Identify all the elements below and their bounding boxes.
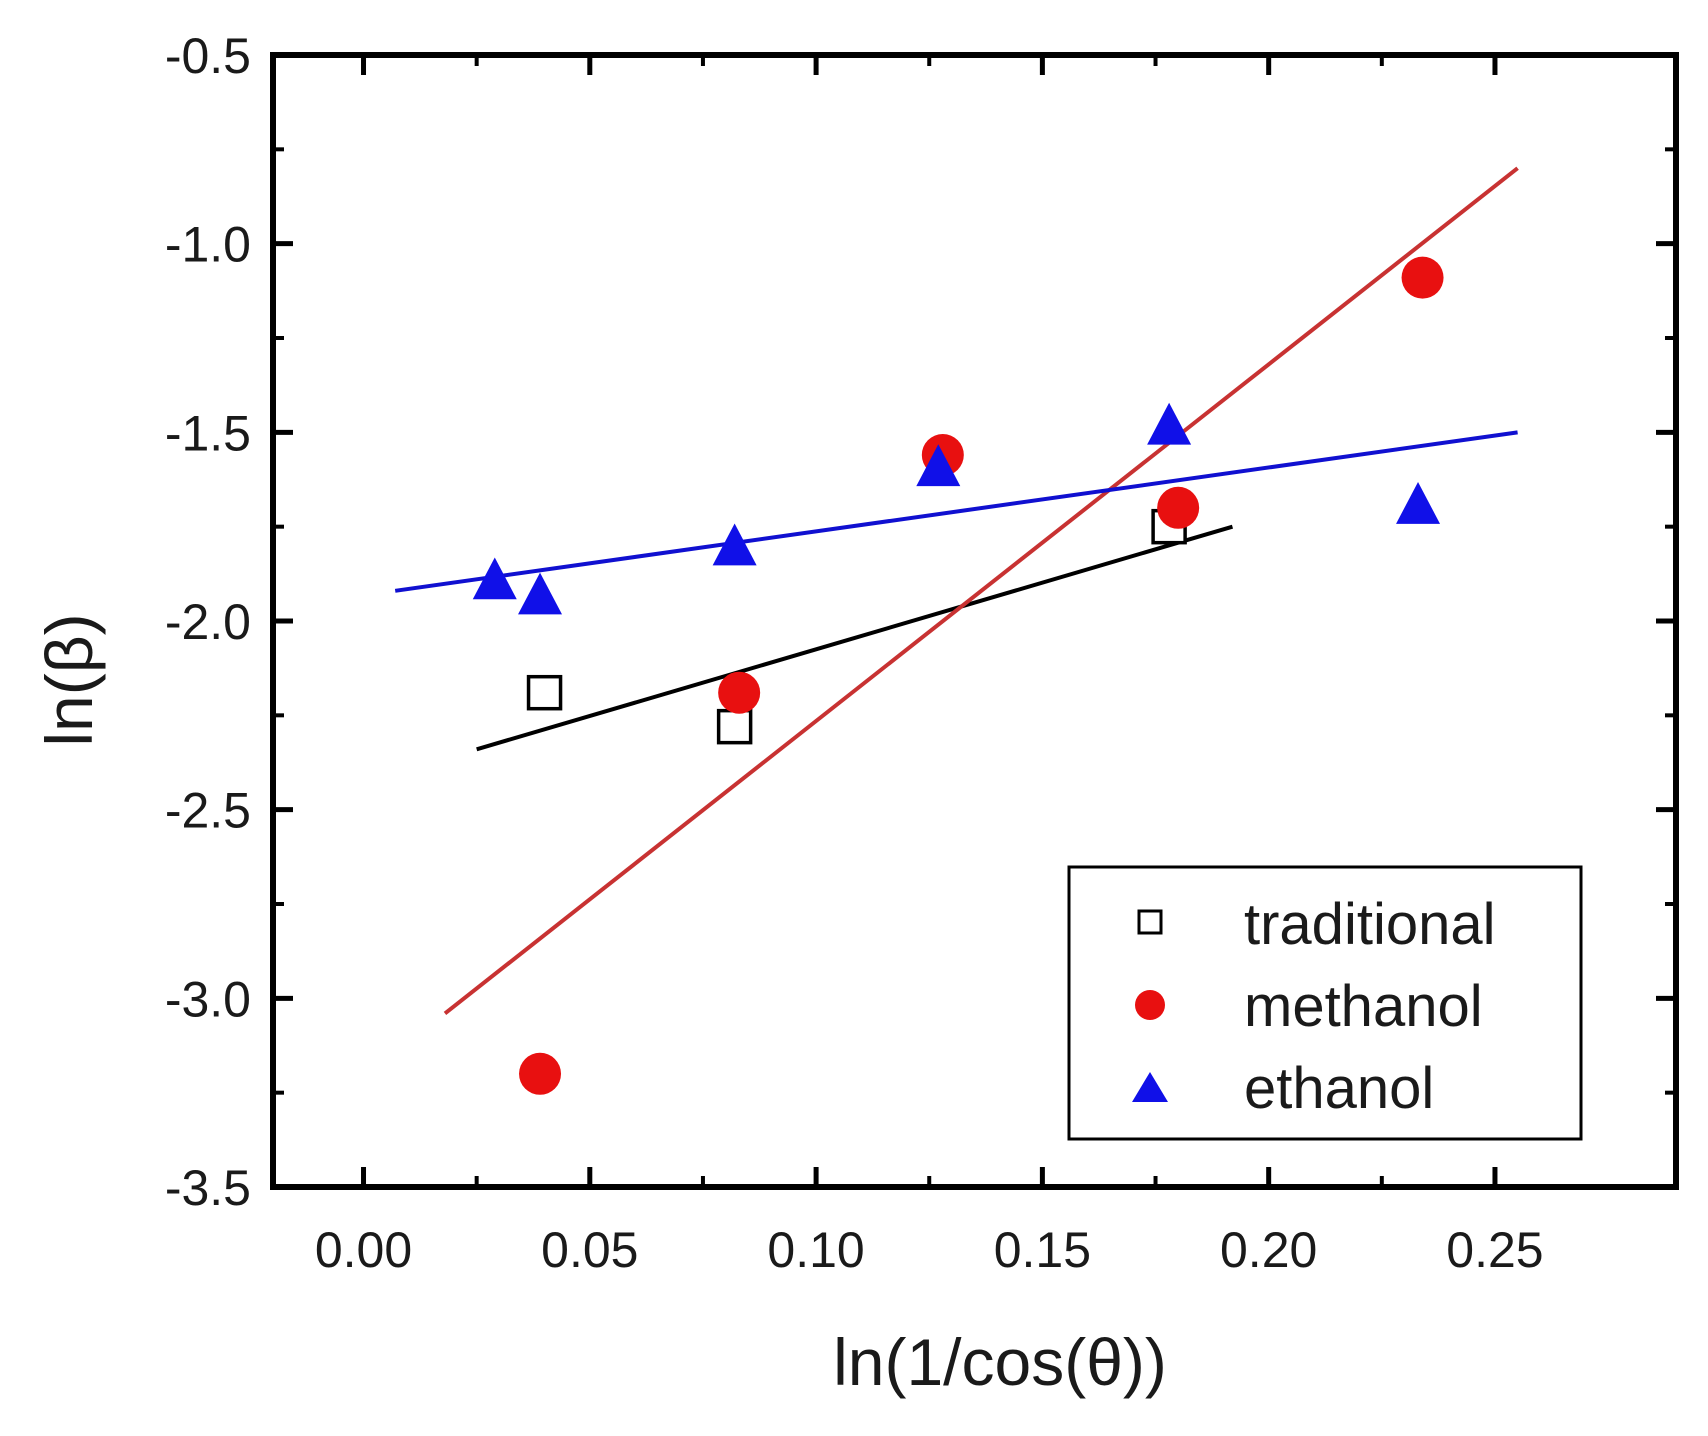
point-ethanol-5 — [1396, 482, 1441, 524]
y-tick-label: -0.5 — [165, 28, 251, 84]
legend-label-methanol: methanol — [1244, 974, 1483, 1039]
y-tick-label: -2.0 — [165, 594, 251, 650]
point-methanol-1 — [718, 671, 761, 714]
point-ethanol-2 — [712, 523, 757, 566]
y-tick-labels: -0.5 -1.0 -1.5 -2.0 -2.5 -3.0 -3.5 — [165, 28, 251, 1216]
x-tick-label: 0.10 — [767, 1222, 864, 1278]
y-tick-label: -1.5 — [165, 405, 251, 461]
x-tick-labels: 0.00 0.05 0.10 0.15 0.20 0.25 — [315, 1222, 1544, 1278]
legend-marker-ethanol — [1132, 1072, 1168, 1102]
legend: traditional methanol ethanol — [1067, 865, 1583, 1141]
point-ethanol-3 — [916, 444, 961, 487]
point-ethanol-4 — [1147, 402, 1192, 445]
fit-line-ethanol — [394, 430, 1518, 593]
fit-lines — [394, 166, 1519, 1015]
x-axis-label: ln(1/cos(θ)) — [833, 1325, 1167, 1399]
y-tick-label: -3.5 — [165, 1160, 251, 1216]
fit-line-traditional — [476, 524, 1234, 752]
y-tick-label: -3.0 — [165, 971, 251, 1027]
y-tick-label: -1.0 — [165, 217, 251, 273]
x-tick-label: 0.00 — [315, 1222, 412, 1278]
point-methanol-3 — [1157, 486, 1200, 529]
point-methanol-0 — [519, 1052, 562, 1095]
point-traditional-0 — [526, 674, 563, 711]
y-axis-label: ln(β) — [32, 613, 106, 746]
legend-label-ethanol: ethanol — [1244, 1056, 1434, 1121]
legend-item-ethanol: ethanol — [1132, 1056, 1434, 1121]
x-tick-label: 0.25 — [1446, 1222, 1543, 1278]
legend-marker-traditional — [1137, 909, 1163, 935]
legend-marker-methanol — [1135, 990, 1165, 1020]
x-tick-label: 0.15 — [994, 1222, 1091, 1278]
fit-line-methanol — [443, 166, 1519, 1015]
point-ethanol-1 — [518, 572, 563, 615]
x-tick-label: 0.05 — [541, 1222, 638, 1278]
data-points — [472, 256, 1444, 1095]
point-ethanol-0 — [472, 557, 517, 600]
point-traditional-1 — [716, 708, 753, 745]
x-tick-label: 0.20 — [1220, 1222, 1317, 1278]
legend-label-traditional: traditional — [1244, 892, 1495, 957]
legend-item-methanol: methanol — [1135, 974, 1483, 1039]
plot-frame — [270, 52, 1679, 1190]
point-methanol-4 — [1401, 256, 1444, 299]
y-tick-label: -2.5 — [165, 783, 251, 839]
legend-item-traditional: traditional — [1137, 892, 1495, 957]
